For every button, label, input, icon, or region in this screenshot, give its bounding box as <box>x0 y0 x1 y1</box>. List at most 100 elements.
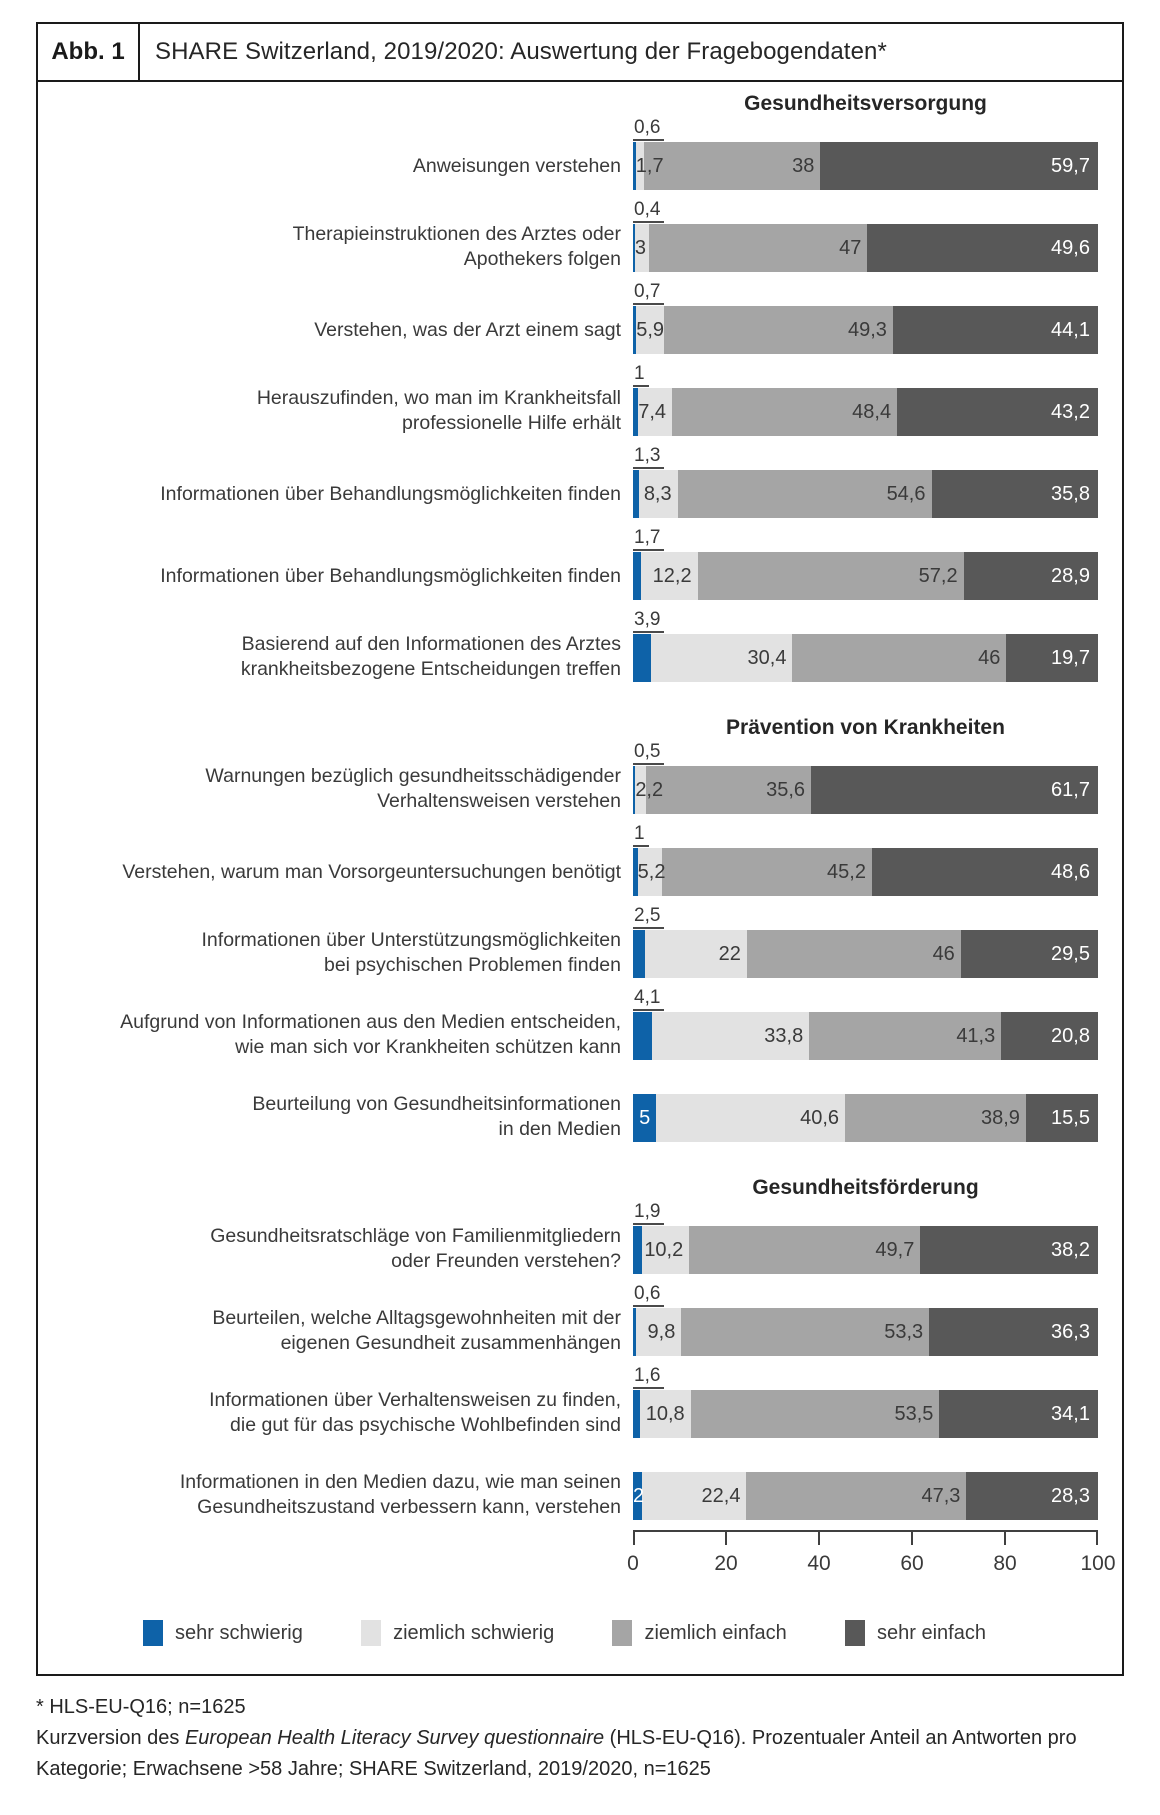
bar-segment-2: 7,4 <box>637 388 673 436</box>
legend-swatch <box>612 1620 633 1646</box>
segment-value: 2 <box>633 1484 645 1507</box>
bar-segment-4: 49,6 <box>867 224 1098 272</box>
first-value-slot: 0,5 <box>633 742 1098 766</box>
bar-segment-2: 9,8 <box>635 1308 682 1356</box>
first-value-label: 0,6 <box>633 118 665 141</box>
segment-value: 44,1 <box>1051 318 1090 341</box>
bar-segment-2: 22,4 <box>642 1472 747 1520</box>
bar-segment-1 <box>633 552 641 600</box>
axis-tick <box>633 1532 635 1545</box>
stacked-bar: 1,7 38 59,7 <box>633 142 1098 190</box>
bar-segment-4: 35,8 <box>931 470 1098 518</box>
first-value-slot: 1 <box>633 364 1098 388</box>
bar-row-label: Informationen über Unterstützungsmöglich… <box>201 929 621 976</box>
bar-area: 0,7 5,9 49,3 44,1 <box>633 282 1098 354</box>
segment-value: 5,9 <box>636 318 665 341</box>
bar-row-label: Informationen in den Medien dazu, wie ma… <box>179 1471 621 1518</box>
bar-segment-1 <box>633 1012 653 1060</box>
bar-row: Therapieinstruktionen des Arztes oder Ap… <box>48 200 1098 272</box>
legend-swatch <box>143 1620 163 1646</box>
bar-row-label: Warnungen bezüglich gesundheitsschädigen… <box>205 765 621 812</box>
legend-label: ziemlich schwierig <box>393 1621 555 1644</box>
chart-section: Gesundheitsversorgung Anweisungen versteh… <box>48 92 1098 682</box>
segment-value: 28,3 <box>1051 1484 1090 1507</box>
first-value-label: 3,9 <box>633 610 665 633</box>
bar-row-label: Informationen über Behandlungsmöglichkei… <box>160 564 621 587</box>
bar-row: Informationen über Unterstützungsmöglich… <box>48 906 1098 978</box>
segment-value: 53,5 <box>894 1402 934 1425</box>
first-value-label: 1,7 <box>633 528 665 551</box>
segment-value: 41,3 <box>956 1024 996 1047</box>
bar-segment-1: 5 <box>633 1094 657 1142</box>
section-title: Gesundheitsförderung <box>752 1176 979 1199</box>
legend-label: sehr schwierig <box>175 1621 303 1644</box>
segment-value: 49,6 <box>1051 236 1090 259</box>
first-value-label: 1 <box>633 824 649 847</box>
bar-segment-3: 53,3 <box>681 1308 930 1356</box>
first-value-label: 4,1 <box>633 988 665 1011</box>
bar-area: 1,3 8,3 54,6 35,8 <box>633 446 1098 518</box>
bar-row: Verstehen, warum man Vorsorgeuntersuchun… <box>48 824 1098 896</box>
bar-area: 1,6 10,8 53,5 34,1 <box>633 1366 1098 1438</box>
bar-area: 1 7,4 48,4 43,2 <box>633 364 1098 436</box>
segment-value: 22,4 <box>701 1484 741 1507</box>
chart-sections: Gesundheitsversorgung Anweisungen versteh… <box>48 92 1098 1520</box>
first-value-slot: 4,1 <box>633 988 1098 1012</box>
segment-value: 46 <box>932 942 955 965</box>
first-value-label: 2,5 <box>633 906 665 929</box>
legend-swatch <box>361 1620 382 1646</box>
bar-segment-1 <box>633 930 645 978</box>
figure-number: Abb. 1 <box>38 24 140 80</box>
stacked-bar: 3 47 49,6 <box>633 224 1098 272</box>
bar-segment-2: 10,8 <box>640 1390 691 1438</box>
legend: sehr schwierig ziemlich schwierig ziemlich… <box>48 1594 1098 1648</box>
axis-tick-label: 40 <box>807 1552 831 1575</box>
segment-value: 47 <box>839 236 862 259</box>
bar-row-label: Beurteilung von Gesundheitsinformationen… <box>252 1093 621 1140</box>
bar-segment-2: 5,9 <box>636 306 665 354</box>
axis-tick-label: 60 <box>900 1552 924 1575</box>
bar-segment-2: 8,3 <box>639 470 678 518</box>
bar-segment-3: 38 <box>643 142 821 190</box>
bar-segment-3: 41,3 <box>809 1012 1002 1060</box>
chart-section: Prävention von Krankheiten Warnungen bezü… <box>48 716 1098 1142</box>
bar-segment-3: 54,6 <box>677 470 932 518</box>
segment-value: 57,2 <box>918 564 958 587</box>
bar-segment-3: 48,4 <box>672 388 898 436</box>
bar-row: Beurteilung von Gesundheitsinformationen… <box>48 1070 1098 1142</box>
figure-frame: Abb. 1 SHARE Switzerland, 2019/2020: Aus… <box>36 22 1124 1676</box>
bar-area: 0,6 9,8 53,3 36,3 <box>633 1284 1098 1356</box>
first-value-label: 1,3 <box>633 446 665 469</box>
segment-value: 20,8 <box>1051 1024 1090 1047</box>
segment-value: 3 <box>634 236 646 259</box>
first-value-slot: 1,7 <box>633 528 1098 552</box>
bar-area: 1 5,2 45,2 48,6 <box>633 824 1098 896</box>
bar-segment-4: 19,7 <box>1006 634 1098 682</box>
bar-row-label: Gesundheitsratschläge von Familienmitgli… <box>210 1225 621 1272</box>
bar-segment-2: 10,2 <box>641 1226 690 1274</box>
segment-value: 1,7 <box>636 155 664 178</box>
bar-row: Gesundheitsratschläge von Familienmitgli… <box>48 1202 1098 1274</box>
footnote-line2-italic: European Health Literacy Survey question… <box>184 1727 605 1749</box>
stacked-bar: 5,9 49,3 44,1 <box>633 306 1098 354</box>
bar-segment-4: 61,7 <box>811 766 1098 814</box>
stacked-bar: 10,8 53,5 34,1 <box>633 1390 1098 1438</box>
first-value-label: 1,9 <box>633 1202 665 1225</box>
bar-segment-2: 22 <box>644 930 747 978</box>
bar-segment-4: 29,5 <box>960 930 1098 978</box>
bar-segment-4: 28,9 <box>963 552 1098 600</box>
bar-row: Anweisungen verstehen 0,6 1,7 38 59,7 <box>48 118 1098 190</box>
bar-segment-3: 47 <box>648 224 868 272</box>
stacked-bar: 5,2 45,2 48,6 <box>633 848 1098 896</box>
bar-segment-2: 2,2 <box>635 766 663 814</box>
bar-row: Informationen in den Medien dazu, wie ma… <box>48 1448 1098 1520</box>
axis-tick <box>911 1532 913 1545</box>
bar-area: 2,5 22 46 29,5 <box>633 906 1098 978</box>
stacked-bar: 5 40,6 38,9 15,5 <box>633 1094 1098 1142</box>
bar-row-label: Informationen über Verhaltensweisen zu f… <box>209 1389 621 1436</box>
bar-segment-1 <box>633 1226 642 1274</box>
axis-tick <box>818 1532 820 1545</box>
footnote: * HLS-EU-Q16; n=1625 Kurzversion des Eur… <box>36 1692 1124 1785</box>
figure-header: Abb. 1 SHARE Switzerland, 2019/2020: Aus… <box>38 24 1122 82</box>
